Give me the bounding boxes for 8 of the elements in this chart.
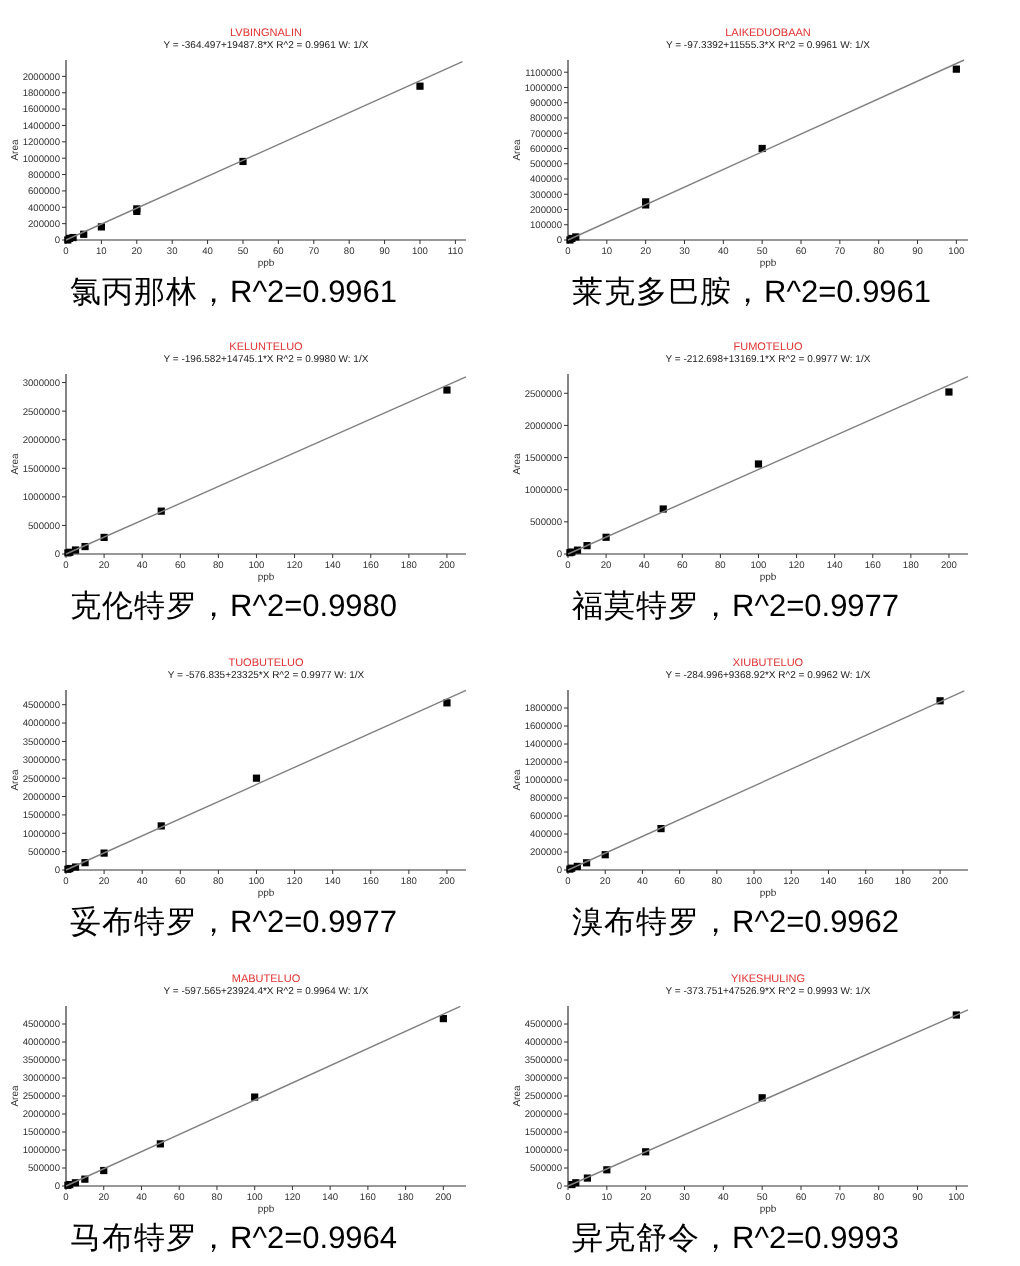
- text: 福莫特罗，R^2=0.9977: [572, 588, 900, 624]
- text: 马布特罗，R^2=0.9964: [70, 1220, 398, 1256]
- text: 莱克多巴胺，R^2=0.9961: [572, 274, 932, 310]
- text: 异克舒令，R^2=0.9993: [572, 1220, 900, 1256]
- text: 氯丙那林，R^2=0.9961: [70, 274, 398, 310]
- text: 妥布特罗，R^2=0.9977: [70, 904, 398, 940]
- text: 溴布特罗，R^2=0.9962: [572, 904, 900, 940]
- text: 克伦特罗，R^2=0.9980: [70, 588, 398, 624]
